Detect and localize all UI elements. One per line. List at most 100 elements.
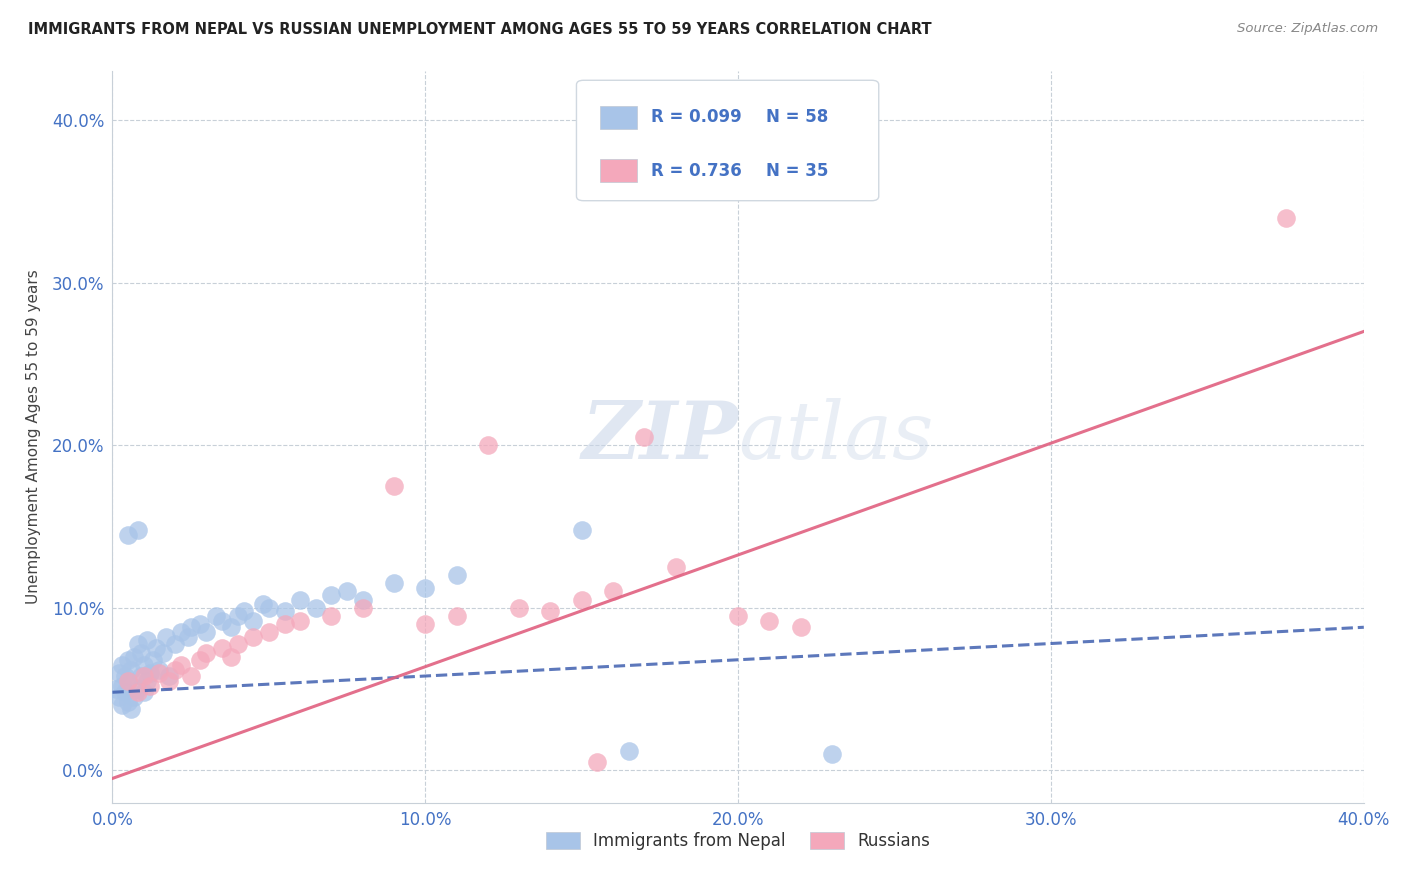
Point [107, 690, 129, 705]
Point [195, 646, 218, 660]
Point [139, 665, 162, 680]
Point [305, 600, 328, 615]
Point [111, 698, 134, 713]
Text: R = 0.736: R = 0.736 [651, 161, 742, 180]
Point [1274, 211, 1296, 225]
Point [170, 657, 193, 672]
Point [188, 617, 211, 632]
Point [727, 608, 749, 623]
Point [821, 747, 844, 761]
Point [664, 560, 686, 574]
Point [114, 685, 136, 699]
Text: IMMIGRANTS FROM NEPAL VS RUSSIAN UNEMPLOYMENT AMONG AGES 55 TO 59 YEARS CORRELAT: IMMIGRANTS FROM NEPAL VS RUSSIAN UNEMPLO… [28, 22, 932, 37]
Point [446, 608, 468, 623]
Text: Source: ZipAtlas.com: Source: ZipAtlas.com [1237, 22, 1378, 36]
Point [148, 663, 170, 677]
Point [415, 617, 437, 632]
Point [195, 625, 218, 640]
Point [232, 604, 254, 618]
Point [127, 685, 149, 699]
Point [477, 438, 499, 452]
Text: atlas: atlas [738, 399, 934, 475]
Point [104, 681, 127, 696]
Point [117, 673, 139, 688]
Point [415, 581, 437, 595]
Y-axis label: Unemployment Among Ages 55 to 59 years: Unemployment Among Ages 55 to 59 years [25, 269, 41, 605]
Point [152, 646, 174, 660]
Point [145, 641, 167, 656]
Point [321, 608, 343, 623]
Point [602, 584, 624, 599]
Point [204, 608, 226, 623]
Point [273, 617, 295, 632]
Point [120, 663, 142, 677]
Point [242, 630, 264, 644]
Point [571, 523, 593, 537]
Point [176, 630, 198, 644]
Point [540, 604, 562, 618]
Point [221, 620, 243, 634]
Point [117, 527, 139, 541]
Point [135, 673, 157, 688]
Point [586, 755, 609, 769]
Point [290, 614, 312, 628]
Text: R = 0.099: R = 0.099 [651, 108, 742, 127]
Point [127, 523, 149, 537]
Point [163, 663, 186, 677]
Point [226, 608, 249, 623]
Point [508, 600, 530, 615]
Point [117, 653, 139, 667]
Point [336, 584, 359, 599]
Point [127, 681, 149, 696]
Point [111, 679, 134, 693]
Point [180, 669, 202, 683]
Point [617, 744, 640, 758]
Point [111, 657, 134, 672]
Point [124, 690, 146, 705]
Point [120, 701, 142, 715]
Point [139, 679, 162, 693]
Point [352, 592, 374, 607]
Point [180, 620, 202, 634]
Text: N = 35: N = 35 [766, 161, 828, 180]
Point [257, 600, 280, 615]
Point [273, 604, 295, 618]
Point [226, 636, 249, 650]
Point [155, 630, 177, 644]
Point [252, 598, 274, 612]
Point [633, 430, 655, 444]
Point [571, 592, 593, 607]
Point [157, 673, 180, 688]
Legend: Immigrants from Nepal, Russians: Immigrants from Nepal, Russians [540, 825, 936, 856]
Point [124, 649, 146, 664]
Point [129, 669, 152, 683]
Point [117, 695, 139, 709]
Text: N = 58: N = 58 [766, 108, 828, 127]
Point [242, 614, 264, 628]
Point [107, 665, 129, 680]
Point [129, 646, 152, 660]
Point [321, 588, 343, 602]
Point [211, 641, 233, 656]
Point [382, 479, 405, 493]
Point [117, 673, 139, 688]
Point [257, 625, 280, 640]
Point [142, 653, 165, 667]
Point [132, 669, 155, 683]
Point [211, 614, 233, 628]
Point [135, 633, 157, 648]
Point [382, 576, 405, 591]
Point [290, 592, 312, 607]
Point [352, 600, 374, 615]
Point [148, 665, 170, 680]
Point [114, 669, 136, 683]
Text: ZIP: ZIP [581, 399, 738, 475]
Point [758, 614, 780, 628]
Point [446, 568, 468, 582]
Point [163, 636, 186, 650]
Point [221, 649, 243, 664]
Point [132, 657, 155, 672]
Point [790, 620, 813, 634]
Point [157, 669, 180, 683]
Point [170, 625, 193, 640]
